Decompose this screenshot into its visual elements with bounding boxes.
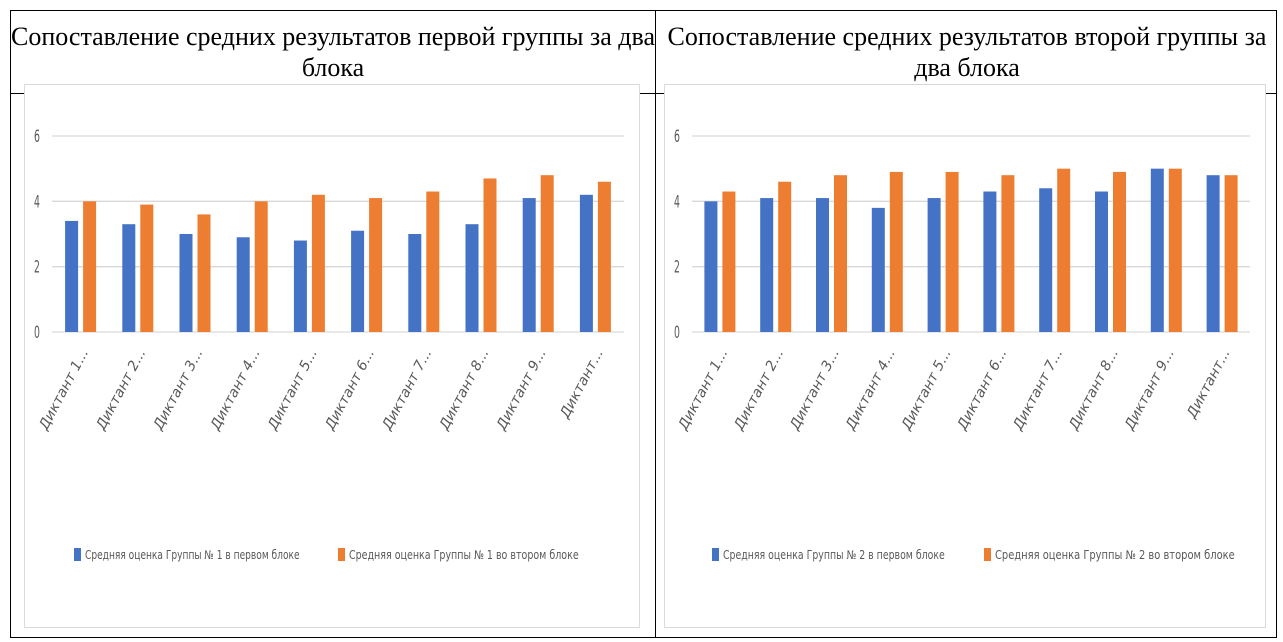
- bar-series-1-9: [522, 198, 536, 332]
- bar-series-1-7: [408, 234, 422, 332]
- legend-swatch-1: [74, 548, 81, 561]
- bar-series-1-3: [179, 234, 193, 332]
- bar-series-1-9: [1150, 168, 1164, 332]
- chart-area: [24, 84, 640, 628]
- bar-series-1-4: [871, 207, 885, 332]
- bar-series-2-5: [945, 171, 959, 332]
- y-tick-label: 0: [674, 323, 680, 343]
- left-header: Сопоставление средних результатов первой…: [11, 22, 655, 82]
- legend-label-1: Средняя оценка Группы № 1 в первом блоке: [85, 548, 300, 563]
- legend-label-2: Средняя оценка Группы № 2 во втором блок…: [995, 548, 1235, 562]
- bar-series-1-10: [1206, 175, 1220, 332]
- bar-series-2-1: [83, 201, 97, 332]
- bar-series-2-6: [1001, 175, 1015, 332]
- bar-series-2-9: [540, 175, 554, 332]
- legend-label-2: Средняя оценка Группы № 1 во втором блок…: [349, 548, 579, 562]
- y-tick-label: 2: [34, 258, 40, 278]
- y-tick-label: 0: [34, 323, 40, 343]
- bar-series-2-7: [426, 191, 440, 332]
- chart-group-1: 0 2 4 6 Диктант 1... Диктант 2... Диктант 3...…: [24, 84, 640, 628]
- bar-series-2-4: [254, 201, 268, 332]
- chart-area: [664, 84, 1266, 628]
- bar-series-1-5: [927, 198, 941, 332]
- legend-label-1: Средняя оценка Группы № 2 в первом блоке: [723, 548, 945, 562]
- table-divider-vertical: [655, 11, 656, 637]
- bar-series-2-2: [778, 181, 792, 332]
- bar-series-1-1: [704, 201, 718, 332]
- y-tick-label: 4: [674, 192, 680, 212]
- bar-series-2-7: [1057, 168, 1071, 332]
- comparison-table: Сопоставление средних результатов первой…: [10, 10, 1277, 638]
- bar-series-1-8: [465, 224, 479, 332]
- bar-series-2-1: [722, 191, 736, 332]
- bar-series-2-3: [197, 214, 211, 332]
- bar-series-1-4: [236, 237, 250, 332]
- bar-series-2-8: [483, 178, 497, 332]
- bar-series-2-10: [1224, 175, 1238, 332]
- bar-series-1-5: [293, 240, 307, 332]
- y-tick-label: 6: [34, 127, 40, 147]
- y-tick-label: 2: [674, 258, 680, 278]
- bar-series-1-6: [351, 230, 365, 332]
- y-tick-label: 4: [34, 192, 40, 212]
- bar-series-1-3: [816, 198, 829, 332]
- bar-series-2-6: [369, 198, 383, 332]
- bar-series-1-2: [122, 224, 136, 332]
- bar-series-2-3: [834, 175, 847, 332]
- legend-swatch-2: [338, 548, 345, 561]
- chart-group-2: 0 2 4 6 Диктант 1... Диктант 2... Диктант 3...…: [664, 84, 1266, 628]
- bar-series-2-9: [1168, 168, 1182, 332]
- y-tick-label: 6: [674, 127, 680, 147]
- bar-series-1-1: [65, 220, 79, 332]
- bar-series-2-4: [889, 171, 903, 332]
- bar-series-2-10: [597, 181, 611, 332]
- bar-series-1-7: [1039, 188, 1053, 332]
- table-divider-horizontal: [11, 93, 1276, 94]
- right-header: Сопоставление средних результатов второй…: [667, 22, 1267, 82]
- bar-series-2-8: [1113, 171, 1126, 332]
- legend-swatch-1: [712, 548, 719, 561]
- bar-series-2-5: [311, 194, 325, 332]
- bar-series-2-2: [140, 204, 154, 332]
- legend-swatch-2: [984, 548, 991, 561]
- bar-series-1-10: [579, 194, 593, 332]
- bar-series-1-6: [983, 191, 997, 332]
- bar-series-1-8: [1095, 191, 1108, 332]
- bar-series-1-2: [760, 198, 774, 332]
